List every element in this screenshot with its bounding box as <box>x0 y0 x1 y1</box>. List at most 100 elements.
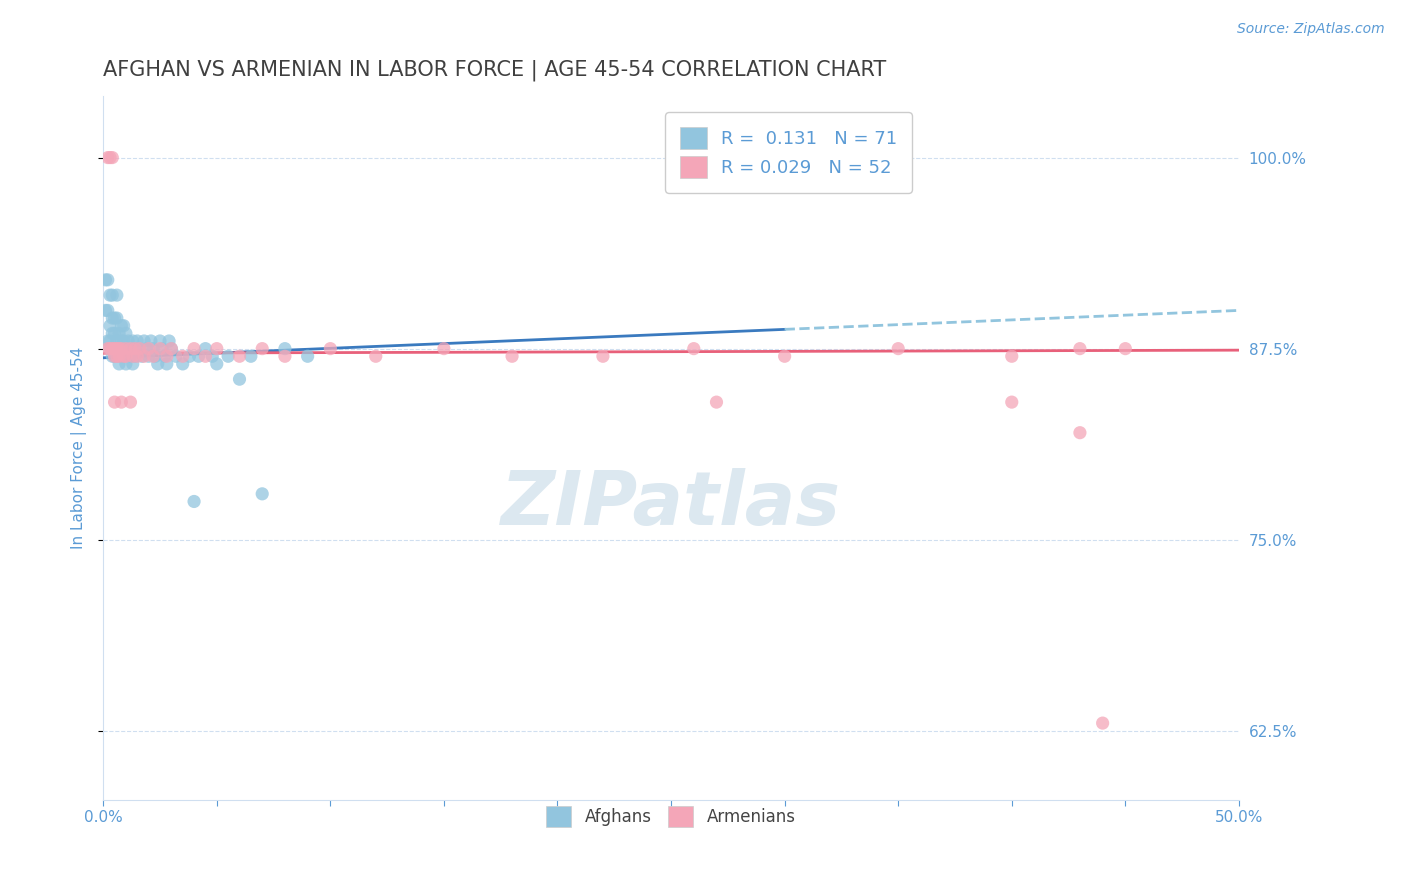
Point <box>121 334 143 348</box>
Point <box>110 342 132 356</box>
Point <box>105 288 128 302</box>
Point <box>121 349 143 363</box>
Point <box>120 342 142 356</box>
Y-axis label: In Labor Force | Age 45-54: In Labor Force | Age 45-54 <box>72 347 87 549</box>
Point <box>124 342 146 356</box>
Point <box>228 349 250 363</box>
Point <box>156 357 179 371</box>
Point <box>115 349 138 363</box>
Point <box>103 326 125 341</box>
Point <box>103 349 125 363</box>
Point <box>183 494 205 508</box>
Point <box>142 342 165 356</box>
Point <box>194 342 217 356</box>
Point <box>205 357 228 371</box>
Point <box>105 349 128 363</box>
Point <box>115 357 138 371</box>
Point <box>97 342 120 356</box>
Point <box>108 357 131 371</box>
Point <box>501 349 523 363</box>
Point <box>110 318 132 333</box>
Point <box>201 349 224 363</box>
Point <box>110 395 132 409</box>
Point <box>121 357 143 371</box>
Point <box>153 349 176 363</box>
Point <box>124 349 146 363</box>
Point <box>103 342 125 356</box>
Point <box>101 288 124 302</box>
Point <box>142 349 165 363</box>
Point <box>592 349 614 363</box>
Point <box>105 334 128 348</box>
Point <box>682 342 704 356</box>
Point <box>187 349 209 363</box>
Point <box>1069 425 1091 440</box>
Text: ZIPatlas: ZIPatlas <box>501 467 841 541</box>
Point <box>94 303 117 318</box>
Point <box>112 334 135 348</box>
Point <box>103 311 125 326</box>
Point <box>131 349 153 363</box>
Point <box>139 334 162 348</box>
Point <box>433 342 456 356</box>
Point <box>274 349 297 363</box>
Point <box>1114 342 1136 356</box>
Point <box>110 334 132 348</box>
Point <box>108 342 131 356</box>
Point <box>138 342 160 356</box>
Point <box>274 342 297 356</box>
Point <box>98 342 121 356</box>
Point <box>97 273 120 287</box>
Legend: Afghans, Armenians: Afghans, Armenians <box>540 800 803 833</box>
Point <box>135 342 157 356</box>
Text: Source: ZipAtlas.com: Source: ZipAtlas.com <box>1237 22 1385 37</box>
Point <box>364 349 387 363</box>
Point <box>120 342 142 356</box>
Point <box>706 395 728 409</box>
Point <box>160 342 183 356</box>
Point <box>1001 395 1024 409</box>
Point <box>165 349 187 363</box>
Point <box>183 342 205 356</box>
Point <box>146 357 169 371</box>
Text: AFGHAN VS ARMENIAN IN LABOR FORCE | AGE 45-54 CORRELATION CHART: AFGHAN VS ARMENIAN IN LABOR FORCE | AGE … <box>103 60 886 81</box>
Point <box>319 342 342 356</box>
Point <box>112 349 135 363</box>
Point <box>156 349 179 363</box>
Point <box>120 395 142 409</box>
Point <box>128 342 150 356</box>
Point <box>145 349 167 363</box>
Point <box>98 151 121 165</box>
Point <box>132 349 155 363</box>
Point <box>110 342 132 356</box>
Point <box>94 273 117 287</box>
Point <box>112 349 135 363</box>
Point <box>103 395 125 409</box>
Point <box>108 349 131 363</box>
Point <box>112 318 135 333</box>
Point <box>1001 349 1024 363</box>
Point <box>179 349 201 363</box>
Point <box>101 151 124 165</box>
Point <box>172 357 194 371</box>
Point <box>105 311 128 326</box>
Point <box>205 342 228 356</box>
Point <box>117 334 139 348</box>
Point <box>773 349 796 363</box>
Point <box>115 326 138 341</box>
Point <box>98 342 121 356</box>
Point <box>149 342 172 356</box>
Point <box>157 334 180 348</box>
Point <box>108 326 131 341</box>
Point <box>127 334 149 348</box>
Point <box>115 342 138 356</box>
Point <box>103 342 125 356</box>
Point <box>1069 342 1091 356</box>
Point <box>101 311 124 326</box>
Point <box>1091 716 1114 731</box>
Point <box>172 349 194 363</box>
Point <box>124 342 146 356</box>
Point <box>98 334 121 348</box>
Point <box>108 349 131 363</box>
Point <box>250 487 273 501</box>
